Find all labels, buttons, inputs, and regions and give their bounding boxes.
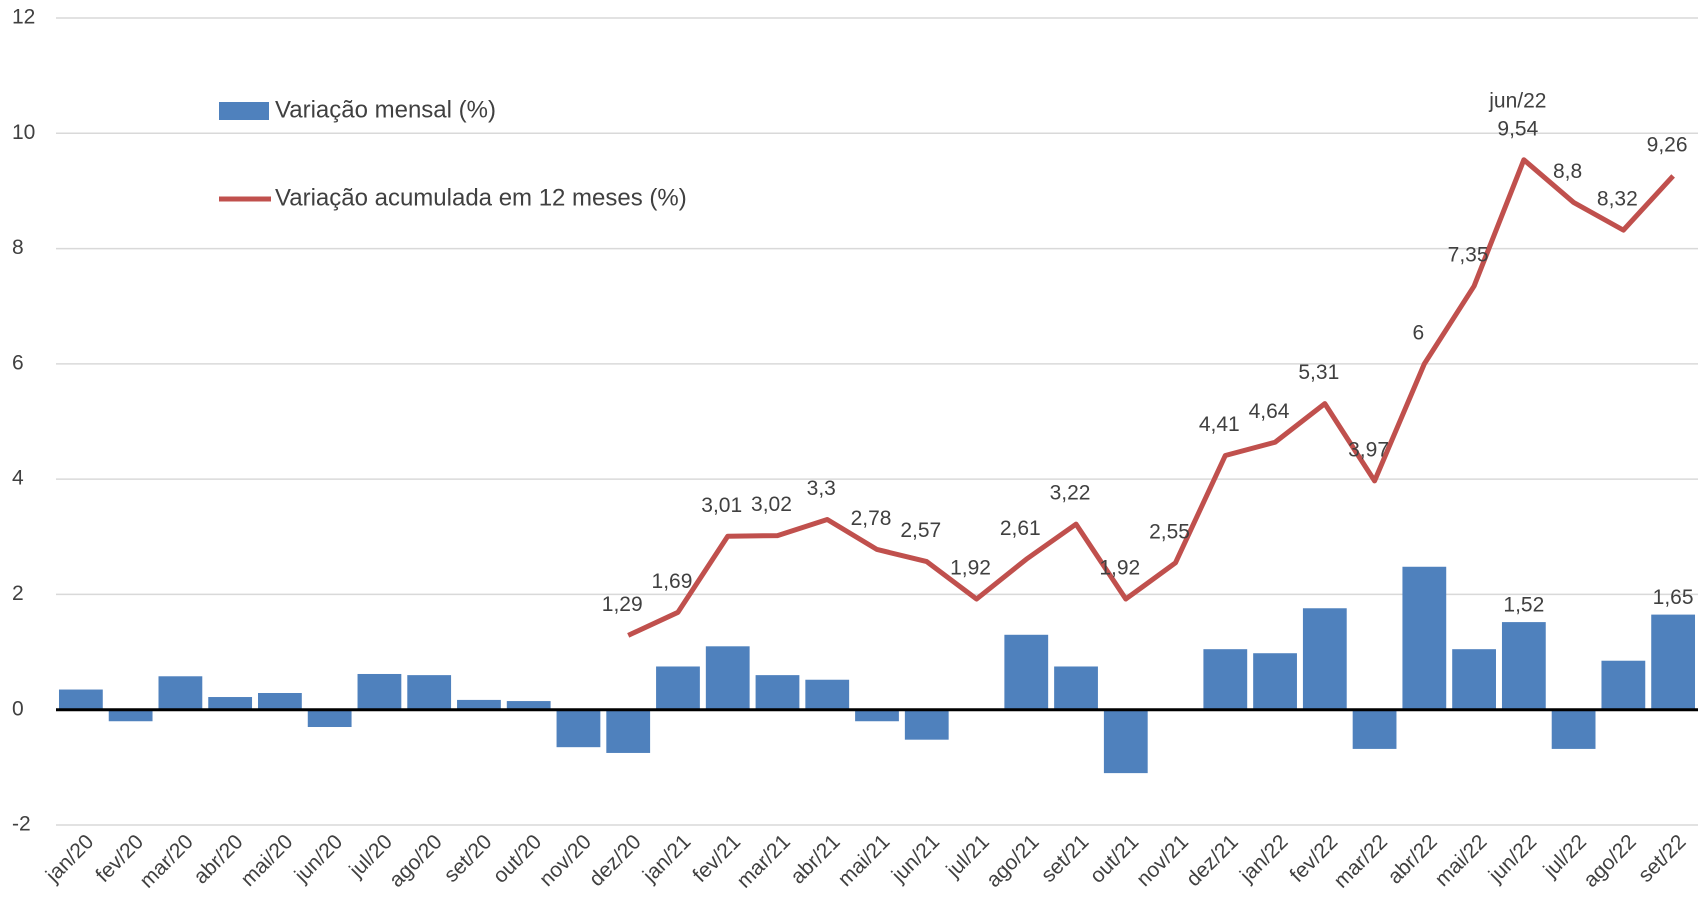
- x-tick-label: abr/21: [786, 830, 844, 888]
- data-label: 9,54: [1497, 117, 1538, 140]
- bar: [855, 709, 899, 722]
- data-label: 1,69: [652, 570, 693, 593]
- x-tick-label: mar/20: [135, 830, 197, 892]
- bar: [1302, 608, 1347, 710]
- y-tick-label: 4: [12, 467, 24, 490]
- x-tick-label: ago/22: [1579, 830, 1641, 892]
- x-tick-label: dez/20: [585, 830, 646, 891]
- bar: [1452, 649, 1496, 710]
- data-label: 7,35: [1448, 244, 1489, 267]
- x-tick-label: out/21: [1086, 830, 1144, 888]
- y-tick-label: 12: [12, 6, 35, 29]
- data-label: 1,29: [602, 593, 643, 616]
- x-tick-label: jun/20: [290, 830, 347, 887]
- x-tick-label: mai/22: [1431, 830, 1492, 891]
- legend-label: Variação mensal (%): [275, 96, 496, 123]
- y-tick-label: -2: [12, 813, 31, 836]
- x-tick-label: mai/21: [834, 830, 895, 891]
- data-label: 5,31: [1298, 361, 1339, 384]
- x-tick-label: jan/22: [1235, 830, 1292, 887]
- data-label: 8,8: [1553, 160, 1582, 183]
- bar: [556, 709, 601, 748]
- x-tick-label: dez/21: [1182, 830, 1243, 891]
- bar: [1651, 614, 1696, 710]
- bar: [904, 709, 949, 740]
- bar: [1253, 653, 1297, 710]
- bar: [1004, 634, 1049, 710]
- x-tick-label: abr/22: [1383, 830, 1441, 888]
- bar: [258, 692, 302, 710]
- data-label: 1,92: [950, 557, 991, 580]
- bar: [1352, 709, 1397, 749]
- data-label: 2,57: [900, 519, 941, 542]
- bar: [1103, 709, 1148, 774]
- x-tick-label: jun/21: [887, 830, 944, 887]
- data-label: 4,64: [1249, 400, 1290, 423]
- y-tick-label: 2: [12, 582, 24, 605]
- data-label: 1,65: [1653, 586, 1694, 609]
- x-tick-label: ago/20: [385, 830, 447, 892]
- data-label: 2,78: [851, 507, 892, 530]
- data-label: 3,22: [1050, 482, 1091, 505]
- bar: [208, 697, 253, 710]
- data-label: 3,97: [1348, 438, 1389, 461]
- x-tick-label: mar/22: [1330, 830, 1392, 892]
- bar: [1501, 622, 1546, 710]
- x-tick-label: abr/20: [189, 830, 247, 888]
- bar: [357, 673, 402, 710]
- x-tick-label: out/20: [489, 830, 547, 888]
- bar: [58, 689, 103, 710]
- data-label: 3,01: [701, 494, 742, 517]
- data-label: 1,52: [1503, 594, 1544, 617]
- data-label: 3,02: [751, 493, 792, 516]
- bar: [1054, 666, 1098, 710]
- x-tick-label: jan/21: [638, 830, 695, 887]
- bar: [407, 675, 452, 710]
- legend-swatch: [219, 102, 269, 120]
- x-tick-label: mar/21: [732, 830, 794, 892]
- bar: [656, 666, 700, 710]
- data-label: 3,3: [807, 477, 836, 500]
- bar: [1402, 566, 1447, 710]
- bar: [506, 701, 551, 710]
- y-tick-label: 8: [12, 236, 24, 259]
- y-tick-label: 6: [12, 351, 24, 374]
- data-label: 9,26: [1647, 133, 1688, 156]
- bar: [1601, 660, 1646, 710]
- bar: [805, 679, 850, 710]
- bar: [307, 709, 352, 728]
- data-label: 8,32: [1597, 188, 1638, 211]
- data-label: 2,61: [1000, 517, 1041, 540]
- bar: [158, 676, 203, 710]
- y-tick-label: 0: [12, 697, 24, 720]
- annotation: jun/22: [1488, 89, 1546, 112]
- x-tick-label: nov/20: [535, 830, 596, 891]
- data-label: 4,41: [1199, 413, 1240, 436]
- bar: [457, 699, 501, 710]
- x-tick-label: set/20: [440, 830, 497, 887]
- bar: [1203, 649, 1248, 710]
- bar: [606, 709, 651, 753]
- x-tick-label: mai/20: [237, 830, 298, 891]
- line: [627, 157, 1675, 638]
- legend-label: Variação acumulada em 12 meses (%): [275, 184, 687, 211]
- bar: [705, 646, 750, 710]
- data-label: 1,92: [1099, 557, 1140, 580]
- bar: [755, 675, 800, 710]
- x-tick-label: ago/21: [982, 830, 1044, 892]
- data-label: 2,55: [1149, 520, 1190, 543]
- bar: [1551, 709, 1596, 749]
- x-tick-label: nov/21: [1132, 830, 1193, 891]
- x-tick-label: set/22: [1634, 830, 1691, 887]
- x-tick-label: set/21: [1037, 830, 1094, 887]
- x-tick-label: jan/20: [41, 830, 98, 887]
- data-label: 6: [1412, 321, 1424, 344]
- y-tick-label: 10: [12, 121, 35, 144]
- bar: [108, 709, 153, 722]
- x-tick-label: jun/22: [1484, 830, 1541, 887]
